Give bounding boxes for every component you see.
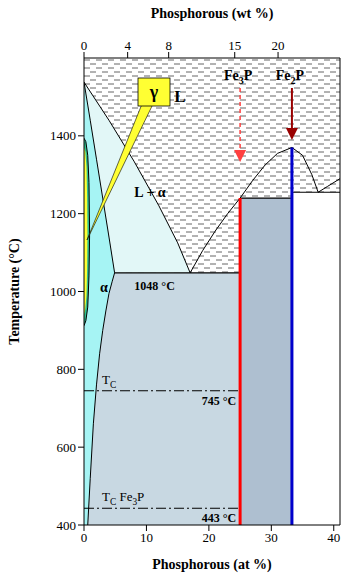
svg-text:800: 800: [57, 362, 77, 377]
svg-text:8: 8: [165, 38, 172, 53]
svg-text:600: 600: [57, 440, 77, 455]
svg-text:Temperature (°C): Temperature (°C): [8, 238, 23, 345]
svg-text:1400: 1400: [50, 128, 76, 143]
svg-text:1000: 1000: [50, 284, 76, 299]
svg-text:Phosphorous (wt %): Phosphorous (wt %): [151, 6, 274, 22]
svg-text:L: L: [174, 87, 185, 106]
svg-text:30: 30: [265, 530, 278, 545]
svg-text:400: 400: [57, 518, 77, 533]
svg-text:0: 0: [81, 530, 88, 545]
svg-text:1048 °C: 1048 °C: [134, 279, 174, 293]
svg-text:20: 20: [202, 530, 215, 545]
svg-text:TC: TC: [102, 372, 116, 390]
svg-text:10: 10: [140, 530, 153, 545]
svg-text:40: 40: [327, 530, 340, 545]
svg-text:γ: γ: [149, 82, 159, 102]
svg-text:745 °C: 745 °C: [202, 394, 236, 408]
svg-text:1200: 1200: [50, 206, 76, 221]
svg-text:TC Fe3P: TC Fe3P: [102, 489, 144, 507]
svg-text:Phosphorous (at %): Phosphorous (at %): [152, 557, 272, 573]
svg-text:Fe3P: Fe3P: [224, 68, 253, 86]
svg-text:0: 0: [81, 38, 88, 53]
svg-text:Fe2P: Fe2P: [276, 68, 305, 86]
svg-text:20: 20: [272, 38, 285, 53]
svg-text:α: α: [100, 280, 108, 295]
svg-text:15: 15: [228, 38, 241, 53]
svg-text:4: 4: [124, 38, 131, 53]
svg-text:443 °C: 443 °C: [202, 511, 236, 525]
svg-text:L + α: L + α: [134, 185, 166, 200]
